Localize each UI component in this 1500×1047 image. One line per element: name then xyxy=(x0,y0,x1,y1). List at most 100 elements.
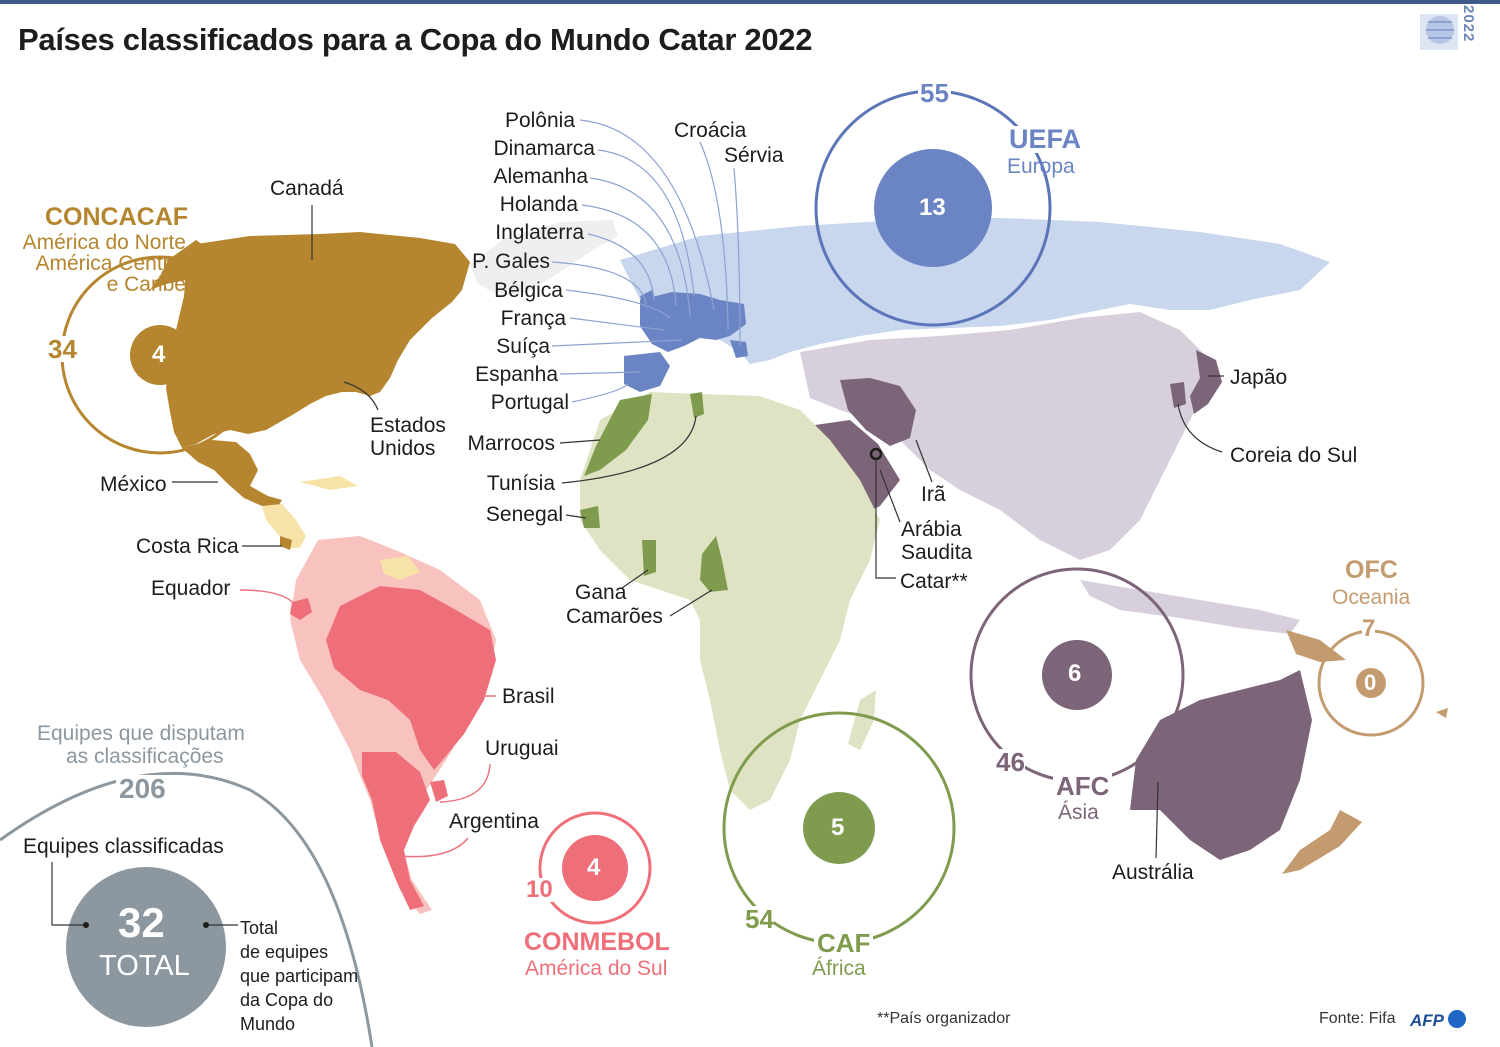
uefa-name: UEFA xyxy=(1009,124,1082,154)
conmebol-qualified-circle xyxy=(562,835,628,901)
ofc-teams: 7 xyxy=(1362,615,1376,642)
label-france: França xyxy=(500,307,566,330)
northern-south-america-shape xyxy=(380,556,420,580)
alaska-shape xyxy=(150,240,210,290)
legend-note-line2: de equipes xyxy=(240,942,329,962)
senegal-shape xyxy=(580,506,600,528)
conmebol-region: América do Sul xyxy=(525,957,668,980)
leader-dinamarca xyxy=(597,149,695,297)
ofc-region: Oceania xyxy=(1332,586,1411,609)
concacaf-qualified-circle xyxy=(130,325,190,385)
competing-teams-arc xyxy=(0,771,374,1047)
label-ecuador: Equador xyxy=(151,577,231,600)
marker-total-left xyxy=(83,922,89,928)
legend-note-line5: Mundo xyxy=(240,1014,296,1034)
label-australia: Austrália xyxy=(1112,861,1194,884)
afc-teams: 46 xyxy=(996,747,1025,777)
tunisia-shape xyxy=(690,392,704,418)
leader-gana xyxy=(621,569,649,589)
legend-note-line3: que participam xyxy=(240,966,359,986)
label-cameroon: Camarões xyxy=(566,605,663,628)
legend-note-line1: Total xyxy=(240,918,279,938)
concacaf-region-line2: América Central xyxy=(35,252,186,275)
caf-qualified: 5 xyxy=(831,814,845,841)
afc-name: AFC xyxy=(1053,773,1113,799)
cameroon-shape xyxy=(700,536,728,592)
source: Fonte: Fifa xyxy=(1319,1010,1396,1027)
label-switzerland: Suíça xyxy=(496,335,550,358)
pacific-islands-shape xyxy=(1436,708,1448,718)
balkans-shape xyxy=(730,340,748,358)
concacaf-name: CONCACAF xyxy=(45,203,189,231)
label-england: Inglaterra xyxy=(495,221,584,244)
label-netherlands: Holanda xyxy=(499,193,578,216)
label-canada: Canadá xyxy=(270,177,344,200)
conmebol-teams-circle xyxy=(538,811,652,925)
indonesia-shape xyxy=(1080,580,1300,634)
conmebol-qualified: 4 xyxy=(587,854,601,881)
label-uruguay: Uruguai xyxy=(485,737,559,760)
leader-camaroes xyxy=(669,589,713,617)
afp-logo: AFP xyxy=(1410,1011,1444,1030)
ofc-name: OFC xyxy=(1345,556,1398,584)
uruguay-shape xyxy=(430,780,448,802)
leader-croacia xyxy=(699,141,729,331)
uefa-region: Europa xyxy=(1007,155,1075,178)
new-zealand-shape xyxy=(1282,810,1362,874)
leader-polonia xyxy=(579,119,715,311)
mexico-shape xyxy=(182,440,282,510)
greenland-shape xyxy=(470,220,618,296)
label-saudi-line1: Arábia xyxy=(901,518,962,541)
uefa-qualified: 13 xyxy=(919,194,946,221)
label-argentina: Argentina xyxy=(449,810,539,833)
label-saudi-line2: Saudita xyxy=(901,541,973,564)
japan-shape xyxy=(1190,350,1222,414)
leader-iran xyxy=(915,439,933,483)
ofc-qualified: 0 xyxy=(1364,670,1377,695)
caribbean-shape xyxy=(300,476,358,490)
argentina-shape xyxy=(362,752,430,910)
label-tunisia: Tunísia xyxy=(486,472,555,495)
leader-australia xyxy=(1155,781,1159,859)
leader-pgales xyxy=(551,261,647,305)
leader-qualified-label xyxy=(51,862,84,926)
footnote: **País organizador xyxy=(877,1010,1011,1027)
uefa-teams: 55 xyxy=(918,78,951,108)
label-japan: Japão xyxy=(1230,366,1288,389)
caf-name: CAF xyxy=(814,930,874,956)
leader-saudi xyxy=(879,469,901,523)
label-iran: Irã xyxy=(921,483,946,506)
afc-region: Ásia xyxy=(1058,801,1099,824)
europe-russia-shape xyxy=(620,218,1330,364)
caf-qualified-circle xyxy=(803,792,875,864)
ofc-qualified-circle xyxy=(1356,668,1386,698)
leader-senegal xyxy=(565,514,587,519)
leader-morocco xyxy=(559,439,601,444)
label-morocco: Marrocos xyxy=(467,432,555,455)
leader-belgica xyxy=(565,289,671,319)
leader-alemanha xyxy=(589,177,691,317)
africa-shape xyxy=(580,392,880,810)
conmebol-teams: 10 xyxy=(526,876,553,903)
leader-korea xyxy=(1177,403,1223,453)
page-title: Países classificados para a Copa do Mund… xyxy=(18,22,813,57)
afp-dot-icon xyxy=(1448,1010,1466,1028)
label-germany: Alemanha xyxy=(493,165,588,188)
label-qatar: Catar** xyxy=(900,570,968,593)
legend-note-line4: da Copa do xyxy=(240,990,334,1010)
conmebol-name: CONMEBOL xyxy=(524,928,670,956)
qatar-marker xyxy=(869,447,883,461)
leader-tunisia xyxy=(561,415,697,484)
marker-total-right xyxy=(203,922,209,928)
leader-qatar xyxy=(875,460,896,579)
asia-shape xyxy=(800,312,1210,560)
logo-year: 2022 xyxy=(1460,5,1477,43)
concacaf-teams: 34 xyxy=(48,334,77,364)
costa-rica-shape xyxy=(280,536,292,550)
label-mexico: México xyxy=(100,473,167,496)
uk-shape xyxy=(640,290,660,318)
label-senegal: Senegal xyxy=(485,503,563,526)
iberia-shape xyxy=(624,352,670,392)
label-spain: Espanha xyxy=(475,363,558,386)
caf-teams: 54 xyxy=(745,904,774,934)
